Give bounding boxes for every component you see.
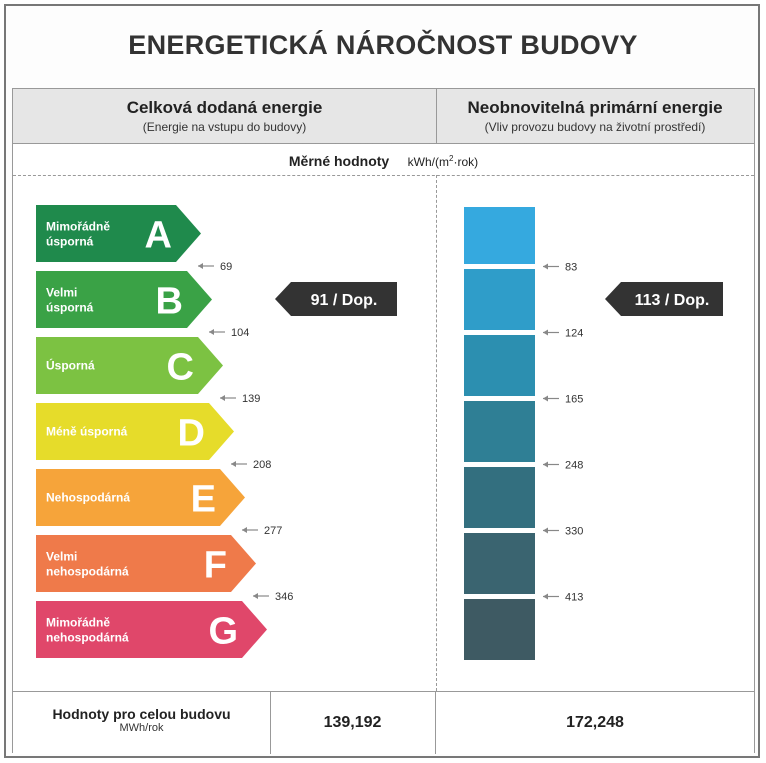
primary-energy-segment	[464, 467, 535, 528]
right-threshold-value: 413	[565, 592, 583, 604]
class-label-f: Velmi	[46, 550, 77, 564]
class-label-g: Mimořádně	[46, 616, 110, 630]
right-threshold-value: 124	[565, 328, 583, 340]
left-threshold-arrowhead	[242, 527, 247, 533]
right-indicator	[605, 282, 723, 316]
primary-energy-segment	[464, 269, 535, 330]
header-divider	[436, 89, 437, 143]
page-title: ENERGETICKÁ NÁROČNOST BUDOVY	[128, 30, 638, 60]
left-threshold-arrowhead	[231, 461, 236, 467]
class-label-b: Velmi	[46, 286, 77, 300]
class-bar-b	[36, 271, 212, 328]
left-indicator	[275, 282, 397, 316]
primary-energy-segment	[464, 401, 535, 462]
primary-energy-segment	[464, 207, 535, 264]
class-letter-f: F	[204, 545, 227, 587]
class-bar-e	[36, 469, 245, 526]
class-label-f: nehospodárná	[46, 565, 129, 579]
right-threshold-value: 165	[565, 394, 583, 406]
specific-values-row: Měrné hodnoty kWh/(m2·rok)	[13, 144, 754, 174]
right-header-title: Neobnovitelná primární energie	[467, 98, 723, 117]
left-threshold-value: 277	[264, 525, 282, 537]
primary-energy-segment	[464, 335, 535, 396]
left-header-title: Celková dodaná energie	[126, 98, 323, 117]
left-threshold-value: 104	[231, 327, 249, 339]
class-label-a: úsporná	[46, 235, 94, 249]
left-threshold-arrowhead	[209, 329, 214, 335]
class-label-b: úsporná	[46, 301, 94, 315]
left-threshold-value: 69	[220, 261, 232, 273]
footer-label: Hodnoty pro celou budovu	[52, 706, 231, 722]
primary-energy-segment	[464, 599, 535, 660]
right-threshold-arrowhead	[543, 263, 548, 270]
divider-top	[13, 143, 754, 144]
class-bar-a	[36, 205, 201, 262]
primary-energy-segment	[464, 533, 535, 594]
specific-values-label: Měrné hodnoty	[288, 153, 390, 169]
left-threshold-arrowhead	[198, 263, 203, 269]
right-header-subtitle: (Vliv provozu budovy na životní prostřed…	[484, 120, 706, 134]
class-letter-e: E	[191, 479, 216, 521]
class-letter-d: D	[178, 413, 205, 455]
right-threshold-arrowhead	[543, 395, 548, 402]
footer-row: Hodnoty pro celou budovu MWh/rok 139,192…	[13, 691, 754, 754]
class-letter-a: A	[145, 215, 172, 257]
class-label-c: Úsporná	[46, 358, 95, 373]
right-indicator-text: 113 / Dop.	[635, 292, 710, 309]
right-threshold-arrowhead	[543, 593, 548, 600]
right-threshold-arrowhead	[543, 329, 548, 336]
class-label-d: Méně úsporná	[46, 425, 128, 439]
divider-units	[13, 175, 754, 176]
class-letter-b: B	[156, 281, 183, 323]
left-threshold-value: 208	[253, 459, 271, 471]
specific-values-unit: kWh/(m2·rok)	[407, 154, 479, 169]
class-bar-d	[36, 403, 234, 460]
right-threshold-value: 248	[565, 460, 583, 472]
class-label-a: Mimořádně	[46, 220, 110, 234]
footer-label-cell: Hodnoty pro celou budovu MWh/rok	[13, 692, 271, 754]
class-bar-f	[36, 535, 256, 592]
left-threshold-arrowhead	[220, 395, 225, 401]
footer-unit: MWh/rok	[119, 722, 164, 734]
class-letter-g: G	[208, 611, 238, 653]
right-threshold-value: 83	[565, 262, 577, 274]
right-column-header: Neobnovitelná primární energie (Vliv pro…	[436, 89, 754, 143]
footer-right-value: 172,248	[566, 714, 624, 731]
right-threshold-arrowhead	[543, 527, 548, 534]
footer-left-value: 139,192	[270, 692, 436, 754]
energy-label-card: Celková dodaná energie (Energie na vstup…	[12, 88, 755, 754]
class-letter-c: C	[167, 347, 194, 389]
left-threshold-value: 346	[275, 591, 293, 603]
class-label-g: nehospodárná	[46, 631, 129, 645]
class-label-e: Nehospodárná	[46, 491, 130, 505]
right-threshold-value: 330	[565, 526, 583, 538]
left-header-subtitle: (Energie na vstupu do budovy)	[142, 120, 307, 134]
divider-columns	[436, 175, 437, 691]
class-bar-c	[36, 337, 223, 394]
right-threshold-arrowhead	[543, 461, 548, 468]
left-indicator-text: 91 / Dop.	[311, 292, 378, 309]
left-column-header: Celková dodaná energie (Energie na vstup…	[13, 89, 436, 143]
class-bar-g	[36, 601, 267, 658]
left-threshold-value: 139	[242, 393, 260, 405]
left-threshold-arrowhead	[253, 593, 258, 599]
column-headers: Celková dodaná energie (Energie na vstup…	[13, 89, 754, 144]
